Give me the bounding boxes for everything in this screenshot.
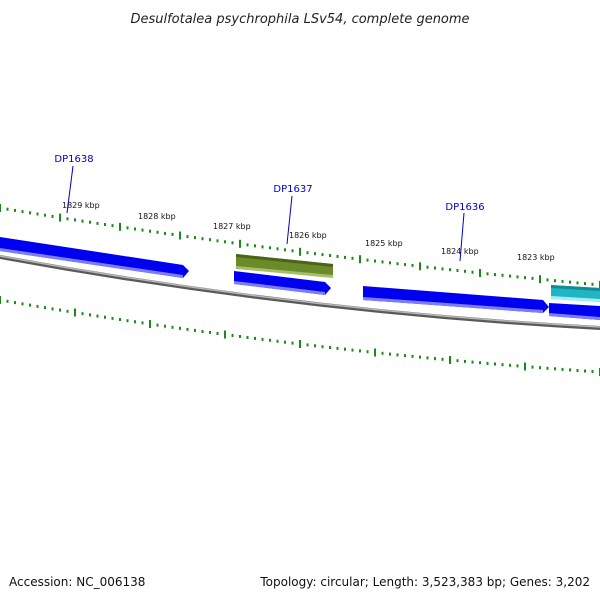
tick-label-1827: 1827 kbp <box>213 222 251 231</box>
gene-label-lines <box>66 165 465 262</box>
gene-labels: DP1638 DP1637 DP1636 <box>54 154 484 213</box>
gene-label-dp1636[interactable]: DP1636 <box>445 202 484 213</box>
tick-label-1825: 1825 kbp <box>365 239 403 248</box>
genome-backbone <box>0 255 600 330</box>
tick-label-1823: 1823 kbp <box>517 253 555 262</box>
gene-features <box>0 237 600 320</box>
gene-dp1638[interactable] <box>0 237 189 278</box>
gene-dp1636[interactable] <box>363 286 549 313</box>
gene-label-dp1638[interactable]: DP1638 <box>54 154 93 165</box>
tick-labels: 1829 kbp 1828 kbp 1827 kbp 1826 kbp 1825… <box>62 201 555 262</box>
tick-label-1829: 1829 kbp <box>62 201 100 210</box>
map-title: Desulfotalea psychrophila LSv54, complet… <box>130 12 469 27</box>
tick-label-1826: 1826 kbp <box>289 231 327 240</box>
accession-text: Accession: NC_006138 <box>9 575 145 589</box>
gene-dp1637-highlight[interactable] <box>236 254 333 278</box>
tick-label-1824: 1824 kbp <box>441 247 479 256</box>
inner-scale-ring <box>0 296 600 376</box>
gene-right-blue[interactable] <box>549 303 600 320</box>
genome-summary-text: Topology: circular; Length: 3,523,383 bp… <box>259 575 590 589</box>
gene-dp1637[interactable] <box>234 271 331 295</box>
gene-right-cyan[interactable] <box>551 285 600 302</box>
gene-label-dp1637[interactable]: DP1637 <box>273 184 312 195</box>
tick-label-1828: 1828 kbp <box>138 212 176 221</box>
outer-scale-ring <box>0 204 600 289</box>
